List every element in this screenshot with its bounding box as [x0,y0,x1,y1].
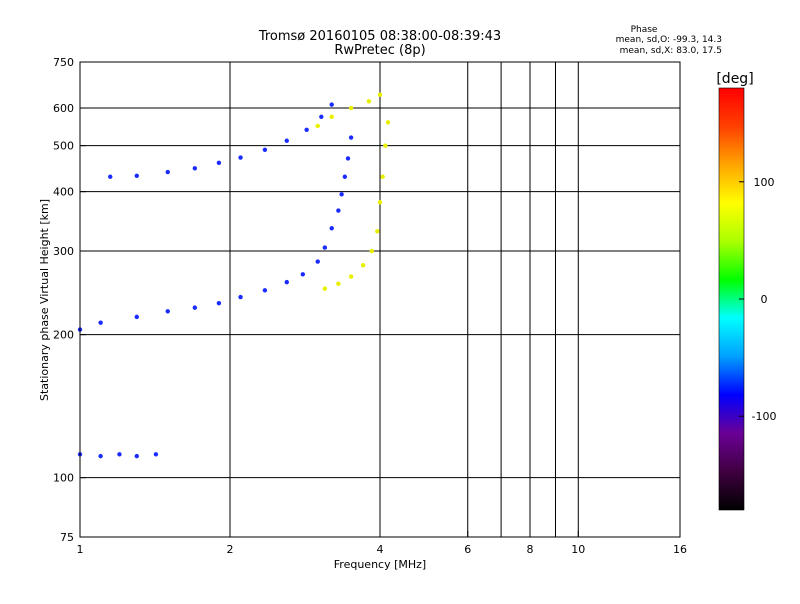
o-mode-echo-point [192,166,198,171]
x-mode-echo-point [369,248,374,254]
x-mode-echo-point [366,99,372,104]
o-mode-echo-point [165,169,170,175]
o-mode-echo-point [329,102,334,107]
colorbar-ticks: 100 0 -100 [739,176,776,423]
o-mode-echo-point [284,138,289,143]
o-mode-echo-point [284,279,289,285]
x-mode-echo-point [329,114,334,120]
o-mode-echo-point [300,272,306,277]
x-tick-label: 6 [464,543,471,556]
scatter-layer [77,92,391,459]
x-mode-echo-point [348,105,354,111]
colorbar-unit-label: [deg] [716,71,753,87]
plot-area: 1 2 4 6 8 10 16 75 100 200 300 400 500 600 750 [53,56,687,556]
y-tick-label: 600 [53,102,74,115]
o-mode-echo-point [134,173,139,178]
x-mode-echo-point [383,143,388,148]
x-mode-echo-point [377,200,383,205]
y-tick-label: 100 [53,472,74,485]
colorbar-tick-label: 100 [754,176,775,189]
x-mode-echo-point [336,281,341,286]
colorbar: [deg] 100 0 -100 [716,71,776,511]
colorbar-tick-label: 0 [761,293,768,306]
colorbar-tick-label: -100 [752,410,777,423]
phase-label: Phase [631,25,658,35]
x-tick-label: 1 [77,543,84,556]
o-mode-echo-point [342,174,348,179]
x-tick-label: 4 [377,543,384,556]
x-mode-echo-point [375,229,380,234]
x-mode-echo-point [385,120,391,125]
o-mode-echo-point [329,226,334,231]
x-mode-echo-point [315,123,320,129]
y-tick-label: 500 [53,140,74,153]
y-tick-label: 75 [60,531,74,544]
o-mode-echo-point [192,305,198,310]
grid-layer [80,62,680,537]
phase-stats-o: mean, sd,O: -99.3, 14.3 [616,35,722,45]
y-tick-label: 400 [53,186,74,199]
x-mode-echo-point [348,274,354,279]
o-mode-echo-point [339,192,344,197]
o-mode-echo-point [319,114,324,120]
o-mode-echo-point [238,155,243,160]
o-mode-echo-point [117,452,122,457]
chart-subtitle: RwPretec (8p) [334,43,425,58]
o-mode-echo-point [134,453,139,459]
y-axis-label: Stationary phase Virtual Height [km] [38,199,51,401]
x-mode-echo-point [380,174,385,179]
o-mode-echo-point [315,259,320,264]
x-tick-label: 16 [673,543,687,556]
chart-title: Tromsø 20160105 08:38:00-08:39:43 [258,29,501,44]
x-axis-label: Frequency [MHz] [334,558,426,571]
o-mode-echo-point [98,453,103,459]
o-mode-echo-point [108,174,113,179]
x-tick-label: 2 [227,543,234,556]
o-mode-echo-point [304,127,309,132]
x-mode-echo-point [322,286,328,291]
o-mode-echo-point [345,156,351,161]
o-mode-echo-point [216,160,222,166]
tick-layer: 1 2 4 6 8 10 16 75 100 200 300 400 500 600 750 [53,56,687,556]
o-mode-echo-point [322,245,328,250]
x-tick-label: 8 [527,543,534,556]
phase-stats-x: mean, sd,X: 83.0, 17.5 [620,46,722,56]
o-mode-echo-point [262,288,268,293]
o-mode-echo-point [238,294,243,300]
o-mode-echo-point [134,314,139,320]
x-mode-echo-point [377,92,383,97]
y-tick-label: 750 [53,56,74,69]
o-mode-echo-point [348,135,354,140]
o-mode-echo-point [98,320,103,325]
y-tick-label: 200 [53,329,74,342]
o-mode-echo-point [262,147,268,153]
o-mode-echo-point [165,309,170,314]
y-tick-label: 300 [53,245,74,258]
x-tick-label: 10 [571,543,585,556]
x-mode-echo-point [360,263,366,268]
o-mode-echo-point [216,300,222,306]
o-mode-echo-point [153,452,159,457]
o-mode-echo-point [336,208,341,213]
